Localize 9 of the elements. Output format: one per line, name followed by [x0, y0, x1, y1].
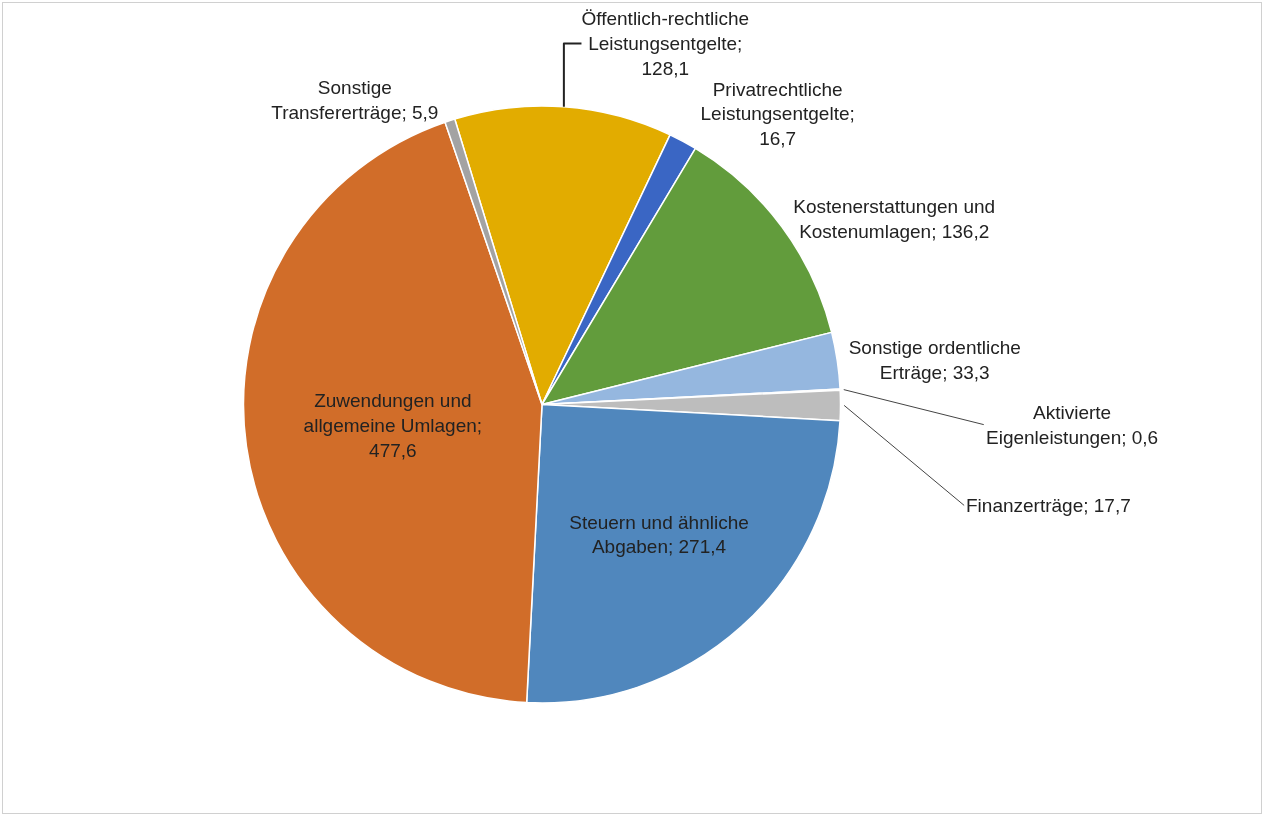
slice-label: Sonstige Transfererträge; 5,9: [271, 77, 439, 123]
slice-label: Zuwendungen und allgemeine Umlagen; 477,6: [303, 390, 483, 461]
slice-label: Sonstige ordentliche Erträge; 33,3: [848, 337, 1021, 383]
slice-label: Privatrechtliche Leistungsentgelte; 16,7: [700, 78, 855, 150]
slice-label: Öffentlich-rechtliche Leistungsentgelte; 128,1: [581, 8, 750, 79]
slice-label: Kostenerstattungen und Kostenumlagen; 136,2: [793, 195, 996, 242]
slice-label: Steuern und ähnliche Abgaben; 271,4: [569, 511, 749, 558]
slice-label: Finanzerträge; 17,7: [966, 495, 1131, 516]
slice-label: Aktivierte Eigenleistungen; 0,6: [986, 402, 1159, 448]
